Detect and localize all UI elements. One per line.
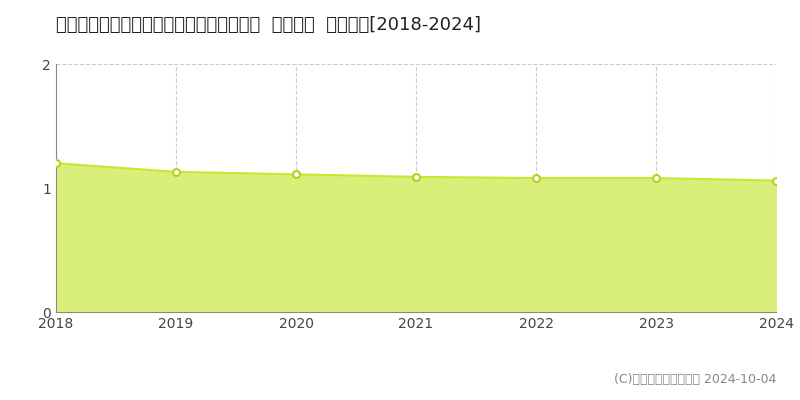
Text: (C)土地価格ドットコム 2024-10-04: (C)土地価格ドットコム 2024-10-04 bbox=[614, 373, 776, 386]
Text: 青森県上北郡東北町字往来ノ下４４番８外  基準地価  地価推移[2018-2024]: 青森県上北郡東北町字往来ノ下４４番８外 基準地価 地価推移[2018-2024] bbox=[56, 16, 481, 34]
